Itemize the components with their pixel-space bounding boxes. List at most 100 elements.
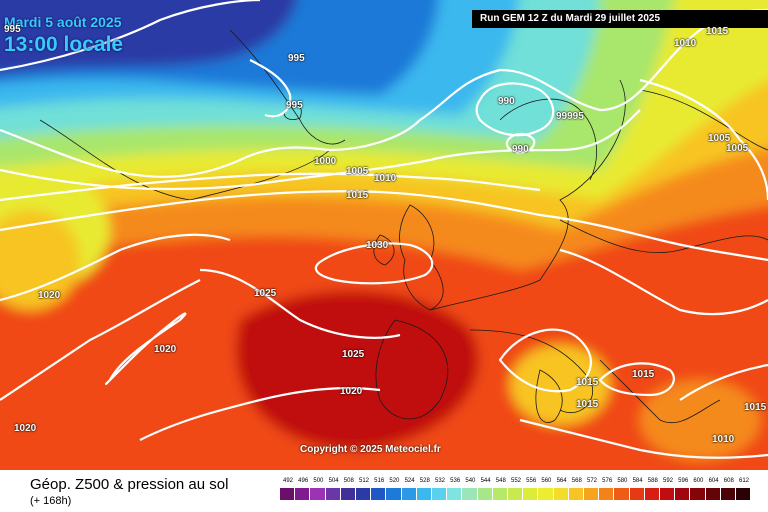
color-scale: 492 496 500 504 508 512 516 520 524 528 532 536 540 5… xyxy=(280,478,751,512)
isobar-label: 1010 xyxy=(374,173,397,184)
scale-label: 504 xyxy=(328,478,339,484)
scale-label: 512 xyxy=(358,478,369,484)
scale-label: 524 xyxy=(404,478,415,484)
isobar-label: 1015 xyxy=(346,190,369,201)
scale-label: 496 xyxy=(298,478,309,484)
scale-swatch xyxy=(690,488,705,500)
isobar-label: 990 xyxy=(498,96,515,107)
scale-label: 600 xyxy=(693,478,704,484)
isobar-label: 1020 xyxy=(340,386,363,397)
isobar-label: 99995 xyxy=(556,111,584,122)
isobar-label: 1005 xyxy=(726,143,749,154)
isobar-label: 1015 xyxy=(706,26,729,37)
scale-label: 544 xyxy=(480,478,491,484)
scale-swatch xyxy=(477,488,492,500)
isobar-label: 995 xyxy=(286,100,303,111)
scale-swatch xyxy=(492,488,507,500)
isobar-label: 995 xyxy=(288,53,305,64)
scale-swatch xyxy=(553,488,568,500)
geopotential-bands xyxy=(0,0,768,470)
scale-swatch xyxy=(416,488,431,500)
scale-label: 592 xyxy=(662,478,673,484)
scale-label: 540 xyxy=(465,478,476,484)
scale-swatch xyxy=(538,488,553,500)
forecast-range: (+ 168h) xyxy=(30,495,72,507)
weather-map: Mardi 5 août 2025 13:00 locale Run GEM 1… xyxy=(0,0,768,470)
isobar-label: 1020 xyxy=(38,290,61,301)
scale-swatch xyxy=(432,488,447,500)
scale-label: 556 xyxy=(526,478,537,484)
scale-label: 500 xyxy=(313,478,324,484)
scale-swatch xyxy=(568,488,583,500)
scale-swatch xyxy=(447,488,462,500)
scale-label: 516 xyxy=(374,478,385,484)
valid-date: Mardi 5 août 2025 xyxy=(4,14,122,30)
scale-swatch xyxy=(371,488,386,500)
scale-swatch xyxy=(720,488,735,500)
scale-swatch xyxy=(356,488,371,500)
scale-swatch xyxy=(705,488,720,500)
isobar-label: 1015 xyxy=(576,377,599,388)
scale-label: 608 xyxy=(723,478,734,484)
scale-swatch xyxy=(310,488,325,500)
scale-label: 528 xyxy=(419,478,430,484)
isobar-label: 1000 xyxy=(314,156,337,167)
scale-label: 568 xyxy=(571,478,582,484)
copyright: Copyright © 2025 Meteociel.fr xyxy=(300,444,441,455)
isobar-label: 1025 xyxy=(254,288,277,299)
scale-label: 548 xyxy=(495,478,506,484)
scale-label: 588 xyxy=(647,478,658,484)
isobar-label: 1030 xyxy=(366,240,389,251)
valid-time: 13:00 locale xyxy=(4,33,124,56)
scale-label: 612 xyxy=(738,478,749,484)
legend-footer: Géop. Z500 & pression au sol (+ 168h) 49… xyxy=(0,470,768,512)
scale-swatch xyxy=(508,488,523,500)
scale-swatch xyxy=(614,488,629,500)
scale-swatch xyxy=(660,488,675,500)
isobar-label: 1015 xyxy=(744,402,767,413)
scale-swatch xyxy=(401,488,416,500)
scale-label: 520 xyxy=(389,478,400,484)
scale-swatch xyxy=(340,488,355,500)
map-title: Géop. Z500 & pression au sol xyxy=(30,476,229,493)
scale-label: 564 xyxy=(556,478,567,484)
isobar-label: 1005 xyxy=(346,166,369,177)
scale-label: 604 xyxy=(708,478,719,484)
scale-swatch xyxy=(736,488,751,500)
scale-label: 576 xyxy=(602,478,613,484)
isobar-label: 995 xyxy=(4,24,21,35)
scale-swatch xyxy=(629,488,644,500)
scale-swatch xyxy=(644,488,659,500)
scale-label: 580 xyxy=(617,478,628,484)
scale-label: 552 xyxy=(510,478,521,484)
scale-swatch xyxy=(584,488,599,500)
scale-swatch xyxy=(295,488,310,500)
isobar-label: 990 xyxy=(512,144,529,155)
isobar-label: 1015 xyxy=(632,369,655,380)
scale-label: 508 xyxy=(343,478,354,484)
isobar-label: 1005 xyxy=(708,133,731,144)
isobar-label: 1010 xyxy=(674,38,697,49)
scale-label: 596 xyxy=(678,478,689,484)
isobar-label: 1020 xyxy=(14,423,37,434)
scale-swatch xyxy=(523,488,538,500)
scale-label: 532 xyxy=(434,478,445,484)
z500-field xyxy=(0,0,768,470)
scale-swatch xyxy=(280,488,295,500)
scale-label: 584 xyxy=(632,478,643,484)
isobar-label: 1020 xyxy=(154,344,177,355)
run-info: Run GEM 12 Z du Mardi 29 juillet 2025 xyxy=(472,10,768,28)
isobar-label: 1010 xyxy=(712,434,735,445)
isobar-label: 1015 xyxy=(576,399,599,410)
isobar-label: 1025 xyxy=(342,349,365,360)
scale-label: 536 xyxy=(450,478,461,484)
scale-label: 492 xyxy=(282,478,293,484)
scale-swatch xyxy=(462,488,477,500)
scale-label: 560 xyxy=(541,478,552,484)
scale-swatch xyxy=(675,488,690,500)
scale-swatch xyxy=(386,488,401,500)
isobar-lines xyxy=(0,0,768,458)
scale-swatch xyxy=(325,488,340,500)
scale-swatch xyxy=(599,488,614,500)
scale-label: 572 xyxy=(586,478,597,484)
